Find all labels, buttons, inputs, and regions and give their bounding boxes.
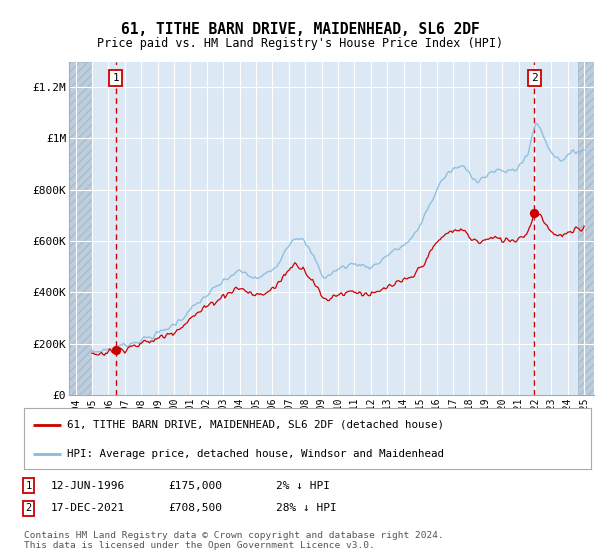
Text: 61, TITHE BARN DRIVE, MAIDENHEAD, SL6 2DF: 61, TITHE BARN DRIVE, MAIDENHEAD, SL6 2D…: [121, 22, 479, 38]
Text: 17-DEC-2021: 17-DEC-2021: [51, 503, 125, 514]
Point: [111, 346, 121, 354]
Bar: [578, 62, 594, 395]
Text: £175,000: £175,000: [168, 480, 222, 491]
Text: 2: 2: [531, 73, 538, 83]
Text: 28% ↓ HPI: 28% ↓ HPI: [276, 503, 337, 514]
Bar: [69, 62, 92, 395]
Text: 2% ↓ HPI: 2% ↓ HPI: [276, 480, 330, 491]
Text: Contains HM Land Registry data © Crown copyright and database right 2024.
This d: Contains HM Land Registry data © Crown c…: [24, 531, 444, 550]
Text: Price paid vs. HM Land Registry's House Price Index (HPI): Price paid vs. HM Land Registry's House …: [97, 37, 503, 50]
Text: 1: 1: [112, 73, 119, 83]
Bar: [578, 62, 594, 395]
Point: [529, 209, 539, 218]
Text: 61, TITHE BARN DRIVE, MAIDENHEAD, SL6 2DF (detached house): 61, TITHE BARN DRIVE, MAIDENHEAD, SL6 2D…: [67, 419, 443, 430]
Text: 12-JUN-1996: 12-JUN-1996: [51, 480, 125, 491]
Text: 2: 2: [26, 503, 32, 514]
Text: £708,500: £708,500: [168, 503, 222, 514]
Text: HPI: Average price, detached house, Windsor and Maidenhead: HPI: Average price, detached house, Wind…: [67, 449, 443, 459]
Text: 1: 1: [26, 480, 32, 491]
Bar: [69, 62, 92, 395]
